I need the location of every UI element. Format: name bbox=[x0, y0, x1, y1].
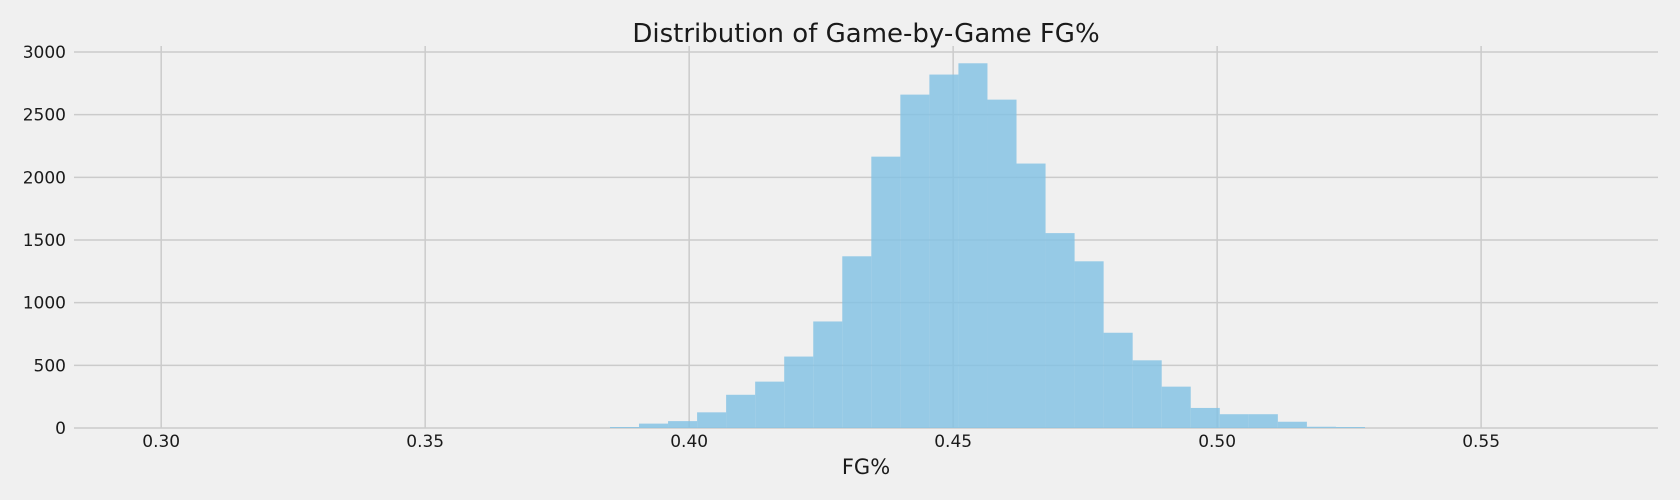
histogram-bar bbox=[1190, 407, 1220, 428]
histogram-bar bbox=[1016, 163, 1046, 428]
x-tick-label: 0.50 bbox=[1198, 432, 1236, 452]
histogram-bar bbox=[1248, 414, 1278, 428]
histogram-bar bbox=[1074, 261, 1104, 428]
histogram-bar bbox=[1103, 332, 1133, 428]
histogram-bar bbox=[1161, 386, 1191, 428]
histogram-bar bbox=[668, 421, 698, 428]
x-tick-label: 0.30 bbox=[142, 432, 180, 452]
histogram-bars bbox=[609, 63, 1365, 429]
y-tick-label: 1000 bbox=[23, 294, 66, 314]
chart-title: Distribution of Game-by-Game FG% bbox=[632, 19, 1099, 49]
x-tick-label: 0.35 bbox=[406, 432, 444, 452]
histogram-bar bbox=[958, 63, 988, 428]
y-tick-label: 1500 bbox=[23, 231, 66, 251]
x-tick-labels: 0.30 0.35 0.40 0.45 0.50 0.55 bbox=[142, 432, 1500, 452]
histogram-bar bbox=[1219, 414, 1249, 428]
histogram-bar bbox=[900, 94, 930, 428]
histogram-bar bbox=[929, 74, 959, 428]
histogram-bar bbox=[697, 412, 727, 428]
y-tick-label: 0 bbox=[55, 419, 66, 439]
x-axis-label: FG% bbox=[842, 455, 890, 479]
histogram-bar bbox=[639, 423, 669, 428]
histogram-bar bbox=[987, 99, 1017, 429]
histogram-bar bbox=[1132, 360, 1162, 428]
histogram-bar bbox=[1335, 426, 1365, 428]
histogram-bar bbox=[755, 381, 785, 428]
x-tick-label: 0.40 bbox=[670, 432, 708, 452]
histogram-bar bbox=[871, 156, 901, 429]
histogram-bar bbox=[609, 426, 640, 428]
y-tick-labels: 0 500 1000 1500 2000 2500 3000 bbox=[23, 43, 66, 439]
x-tick-label: 0.45 bbox=[934, 432, 972, 452]
histogram-bar bbox=[1045, 233, 1075, 428]
y-tick-label: 2000 bbox=[23, 168, 66, 188]
histogram-bar bbox=[1306, 426, 1336, 428]
histogram-bar bbox=[813, 321, 843, 428]
y-tick-label: 500 bbox=[34, 356, 66, 376]
histogram-bar bbox=[842, 256, 872, 428]
histogram-bar bbox=[726, 394, 756, 428]
y-tick-label: 2500 bbox=[23, 106, 66, 126]
histogram-bar bbox=[1277, 421, 1307, 428]
x-tick-label: 0.55 bbox=[1462, 432, 1500, 452]
histogram-bar bbox=[784, 356, 814, 428]
y-tick-label: 3000 bbox=[23, 43, 66, 63]
